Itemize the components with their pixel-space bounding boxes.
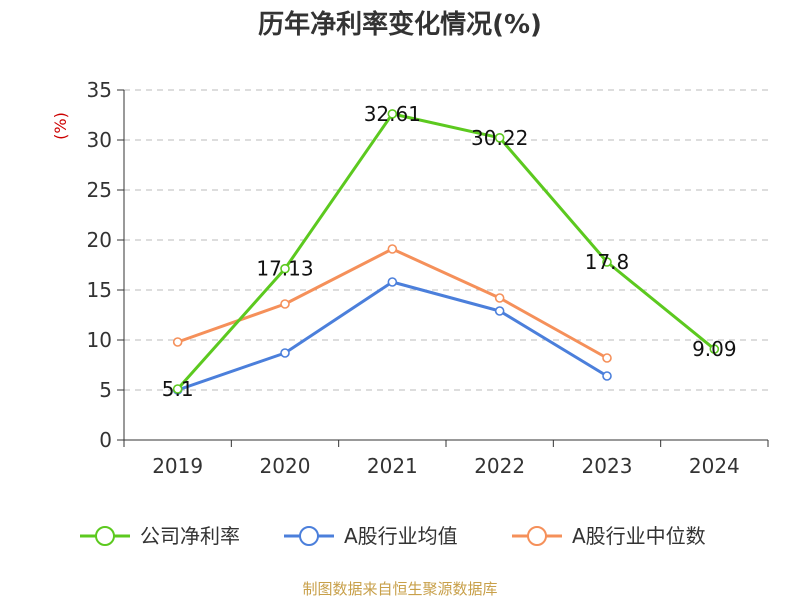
axes: 0 5 10 15 20 25 30 35 2019 2020 2021 2022 2023 2024 [87, 78, 769, 478]
series-1 [172, 277, 612, 395]
legend-marker-icon [527, 526, 547, 546]
series-2 [172, 244, 612, 363]
data-point[interactable] [602, 353, 612, 363]
data-point[interactable] [280, 348, 290, 358]
y-tick-label: 15 [87, 278, 112, 302]
y-axis-unit-label: (%) [51, 112, 70, 140]
y-tick-label: 35 [87, 78, 112, 102]
legend-label: 公司净利率 [140, 524, 240, 548]
data-label: 30.22 [471, 126, 528, 150]
x-tick-label: 2023 [582, 454, 633, 478]
data-point[interactable] [602, 257, 612, 267]
x-tick-label: 2024 [689, 454, 740, 478]
data-point[interactable] [494, 293, 505, 303]
legend-label: A股行业均值 [344, 524, 458, 548]
data-label: 32.61 [364, 102, 421, 126]
x-tick-label: 2019 [152, 454, 203, 478]
series-line [177, 247, 608, 360]
gridlines [124, 89, 768, 391]
y-tick-label: 20 [87, 228, 112, 252]
legend-marker-icon [95, 526, 115, 546]
series-lines [172, 109, 720, 395]
data-label: 9.09 [692, 337, 737, 361]
legend-label: A股行业中位数 [572, 524, 706, 548]
data-point[interactable] [494, 306, 505, 316]
data-labels: 5.1 17.13 32.61 30.22 17.8 9.09 [162, 102, 737, 401]
source-caption: 制图数据来自恒生聚源数据库 [302, 580, 497, 598]
data-point[interactable] [280, 299, 290, 309]
y-tick-label: 25 [87, 178, 112, 202]
legend-item[interactable]: A股行业中位数 [512, 524, 706, 548]
legend-item[interactable]: A股行业均值 [284, 524, 458, 548]
data-point[interactable] [172, 384, 183, 394]
data-point[interactable] [387, 244, 398, 254]
data-label: 17.8 [585, 250, 630, 274]
y-tick-label: 30 [87, 128, 112, 152]
chart-title: 历年净利率变化情况(%) [258, 9, 542, 40]
data-point[interactable] [280, 263, 290, 274]
data-label: 5.1 [162, 377, 194, 401]
legend[interactable]: 公司净利率 A股行业均值 A股行业中位数 [80, 524, 706, 548]
x-tick-label: 2020 [260, 454, 311, 478]
series-line [177, 280, 608, 392]
data-point[interactable] [387, 109, 398, 119]
x-tick-label: 2022 [474, 454, 525, 478]
data-point[interactable] [494, 133, 505, 143]
legend-item[interactable]: 公司净利率 [80, 524, 240, 548]
data-point[interactable] [387, 277, 398, 287]
series-line [176, 112, 716, 390]
data-label: 17.13 [256, 257, 313, 281]
data-point[interactable] [602, 371, 612, 381]
data-point[interactable] [709, 344, 720, 354]
data-point[interactable] [172, 337, 183, 347]
legend-marker-icon [299, 526, 319, 546]
y-tick-label: 5 [99, 378, 112, 402]
x-tick-label: 2021 [367, 454, 418, 478]
series-0 [172, 109, 720, 394]
y-tick-label: 10 [87, 328, 112, 352]
y-tick-label: 0 [99, 428, 112, 452]
